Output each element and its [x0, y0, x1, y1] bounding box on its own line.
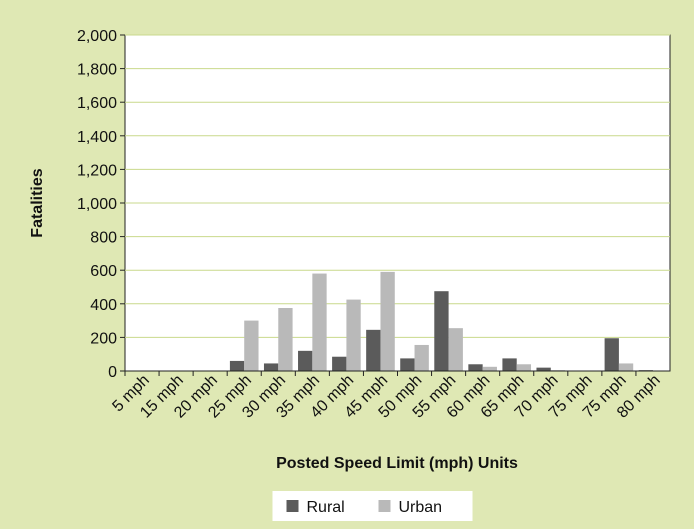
bar [346, 299, 361, 371]
bar [263, 363, 279, 371]
y-axis-title: Fatalities [29, 168, 46, 237]
bar [482, 366, 497, 371]
y-tick-label: 1,800 [77, 62, 117, 79]
y-tick-label: 800 [90, 230, 117, 247]
bar [448, 328, 463, 371]
bar [400, 358, 415, 371]
y-tick-label: 200 [90, 330, 117, 347]
bar [244, 320, 259, 371]
bar [434, 291, 449, 371]
y-tick-label: 0 [108, 364, 117, 381]
bar [516, 364, 532, 371]
y-tick-label: 1,400 [77, 129, 117, 146]
legend-label: Rural [307, 499, 345, 516]
bar [468, 364, 483, 371]
bar [332, 356, 347, 371]
bar [380, 271, 395, 371]
legend-box [272, 491, 473, 521]
bar [414, 344, 429, 371]
y-tick-label: 600 [90, 263, 117, 280]
bar [312, 273, 327, 371]
y-tick-label: 1,000 [77, 196, 117, 213]
bar [298, 350, 313, 371]
legend-label: Urban [399, 499, 443, 516]
bar [618, 363, 634, 371]
legend-swatch [286, 500, 299, 512]
y-tick-label: 400 [90, 297, 117, 314]
y-tick-label: 2,000 [77, 28, 117, 45]
y-tick-label: 1,200 [77, 162, 117, 179]
bar [278, 308, 293, 371]
bar [536, 367, 551, 371]
bar [604, 338, 619, 371]
bar [366, 329, 381, 371]
legend-swatch [378, 500, 391, 512]
x-axis-title: Posted Speed Limit (mph) Units [276, 455, 518, 472]
bar [502, 358, 517, 371]
bar [229, 360, 245, 371]
y-tick-label: 1,600 [77, 95, 117, 112]
